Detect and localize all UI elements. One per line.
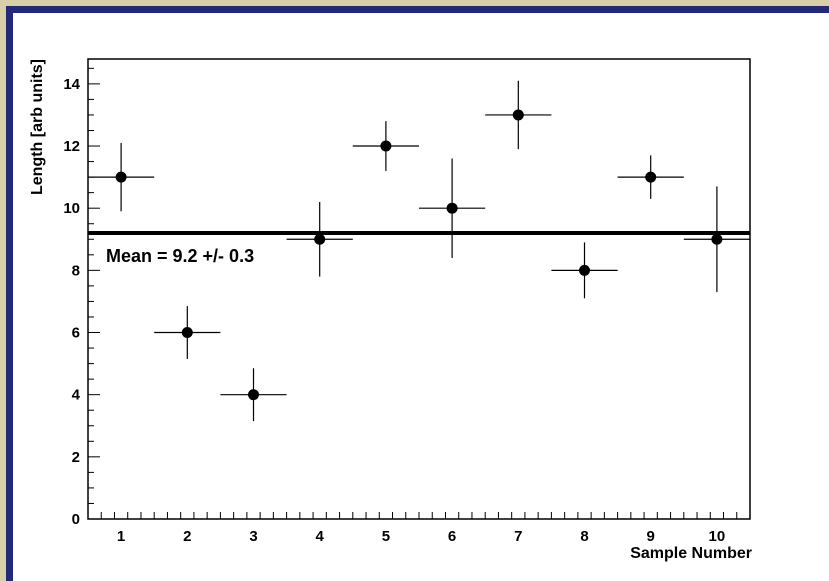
y-tick-label: 12 [63,138,80,155]
data-point [645,171,657,183]
data-point [579,264,590,276]
y-tick-label: 8 [72,262,80,279]
x-tick-label: 5 [382,528,390,545]
x-tick-label: 7 [514,528,522,545]
x-axis: 1 2 3 4 5 6 7 8 9 10 [87,512,751,545]
x-tick-label: 8 [580,528,588,545]
y-tick-label: 14 [63,76,80,93]
x-tick-label: 9 [647,528,655,545]
y-tick-label: 10 [63,200,80,217]
mean-annotation: Mean = 9.2 +/- 0.3 [106,246,254,266]
plot-frame [87,58,751,520]
x-tick-label: 4 [316,528,325,545]
data-point [380,140,392,152]
data-point [181,327,193,339]
y-tick-label: 6 [72,325,80,342]
y-tick-label: 2 [72,449,80,466]
x-tick-label: 10 [709,528,726,545]
data-series [88,80,750,422]
data-point [512,109,524,121]
x-tick-label: 6 [448,528,456,545]
x-tick-label: 3 [249,528,257,545]
y-axis: 0 2 4 6 8 10 12 14 [63,67,100,528]
y-tick-label: 4 [72,387,81,404]
data-point [115,171,127,183]
x-tick-label: 2 [183,528,191,545]
y-tick-label: 0 [72,511,80,528]
x-tick-label: 1 [117,528,125,545]
data-point [446,202,458,214]
x-axis-title: Sample Number [630,545,752,562]
y-axis-title: Length [arb units] [29,59,46,195]
data-point [248,389,259,401]
data-point [314,233,326,245]
data-point [711,233,723,245]
